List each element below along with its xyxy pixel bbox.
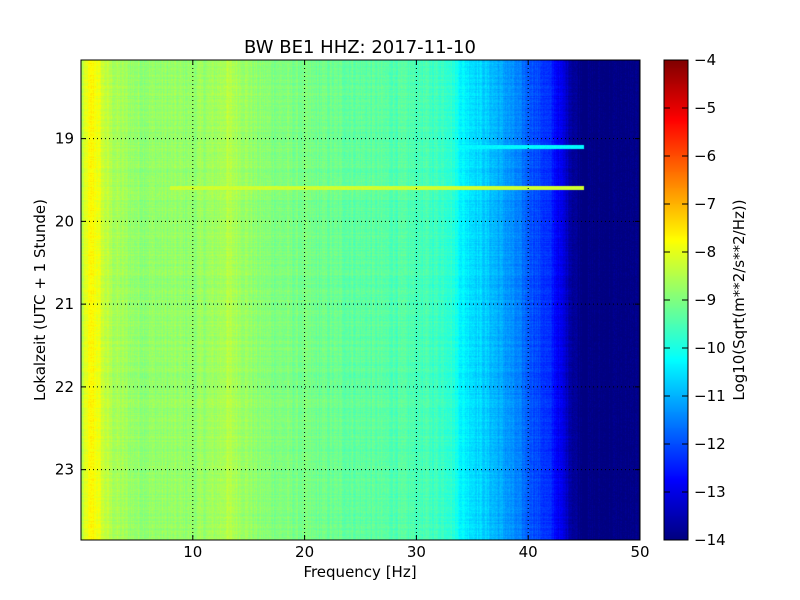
colorbar-tick-label: −7: [694, 195, 716, 213]
x-axis-label: Frequency [Hz]: [303, 563, 416, 581]
colorbar-tick-label: −10: [694, 339, 726, 357]
y-axis-ticks: 19 20 21 22 23: [55, 130, 640, 479]
colorbar-tick-label: −9: [694, 291, 716, 309]
colorbar-tick-label: −11: [694, 387, 726, 405]
x-tick-label: 40: [519, 543, 538, 561]
colorbar-tick-label: −6: [694, 147, 716, 165]
y-axis-label: Lokalzeit (UTC + 1 Stunde): [31, 199, 49, 401]
x-axis-ticks: 10 20 30 40 50: [183, 60, 650, 561]
y-tick-label: 23: [55, 461, 74, 479]
y-tick-label: 22: [55, 378, 74, 396]
x-tick-label: 30: [407, 543, 426, 561]
x-tick-label: 50: [630, 543, 649, 561]
colorbar-label: Log10(Sqrt(m**2/s**2/Hz)): [730, 199, 748, 400]
y-tick-label: 21: [55, 295, 74, 313]
colorbar-ticks: −4 −5 −6 −7 −8 −9 −10 −11 −12 −13 −14: [664, 51, 726, 549]
colorbar-tick-label: −4: [694, 51, 716, 69]
colorbar-tick-label: −14: [694, 531, 726, 549]
colorbar-tick-label: −13: [694, 483, 726, 501]
chart-title: BW BE1 HHZ: 2017-11-10: [244, 37, 476, 58]
spectrogram-heatmap: [81, 60, 640, 540]
y-tick-label: 20: [55, 212, 74, 230]
plot-frame: [80, 59, 641, 541]
heatmap-area: [81, 60, 640, 540]
y-tick-label: 19: [55, 130, 74, 148]
grid-lines: [81, 60, 640, 540]
x-tick-label: 20: [295, 543, 314, 561]
colorbar-tick-label: −12: [694, 435, 726, 453]
x-tick-label: 10: [183, 543, 202, 561]
colorbar-tick-label: −8: [694, 243, 716, 261]
colorbar-tick-label: −5: [694, 99, 716, 117]
colorbar: −4 −5 −6 −7 −8 −9 −10 −11 −12 −13 −14 Log10(Sqrt(m…: [663, 51, 748, 549]
